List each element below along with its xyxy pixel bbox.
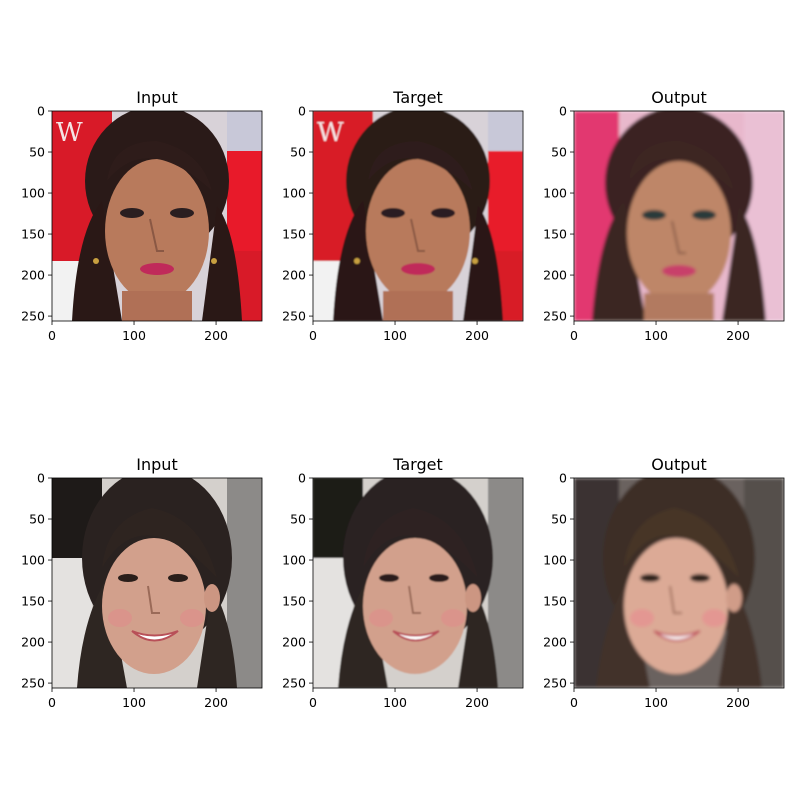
y-tick-label: 200 bbox=[543, 268, 567, 283]
y-tick-label: 250 bbox=[21, 676, 45, 691]
axes-frame bbox=[573, 477, 785, 689]
x-tick-label: 0 bbox=[570, 695, 578, 710]
face-image bbox=[313, 111, 523, 321]
panel-title: Output bbox=[651, 88, 707, 107]
y-tick-label: 200 bbox=[21, 635, 45, 650]
y-tick-label: 100 bbox=[543, 186, 567, 201]
y-tick-label: 150 bbox=[282, 227, 306, 242]
y-tick-label: 200 bbox=[21, 268, 45, 283]
y-tick-label: 0 bbox=[559, 471, 567, 486]
y-tick-label: 150 bbox=[21, 227, 45, 242]
axes-frame bbox=[573, 110, 785, 322]
face-image bbox=[313, 478, 523, 688]
face-image bbox=[52, 111, 262, 321]
y-tick-label: 100 bbox=[543, 553, 567, 568]
face-image bbox=[574, 478, 784, 688]
x-tick-label: 200 bbox=[465, 695, 489, 710]
axes-frame bbox=[312, 477, 524, 689]
panel-title: Input bbox=[136, 455, 177, 474]
y-tick-label: 200 bbox=[282, 635, 306, 650]
x-tick-label: 0 bbox=[48, 328, 56, 343]
y-tick-label: 0 bbox=[37, 104, 45, 119]
x-tick-label: 0 bbox=[309, 695, 317, 710]
x-tick-label: 0 bbox=[48, 695, 56, 710]
x-tick-label: 200 bbox=[204, 695, 228, 710]
x-tick-label: 100 bbox=[383, 695, 407, 710]
panel-title: Input bbox=[136, 88, 177, 107]
y-tick-label: 0 bbox=[298, 104, 306, 119]
y-tick-label: 50 bbox=[29, 512, 45, 527]
face-image bbox=[52, 478, 262, 688]
x-tick-label: 100 bbox=[122, 695, 146, 710]
x-tick-label: 100 bbox=[383, 328, 407, 343]
panel-title: Output bbox=[651, 455, 707, 474]
x-tick-label: 100 bbox=[122, 328, 146, 343]
face-image bbox=[574, 111, 784, 321]
y-tick-label: 50 bbox=[290, 512, 306, 527]
x-tick-label: 100 bbox=[644, 695, 668, 710]
y-tick-label: 100 bbox=[21, 186, 45, 201]
y-tick-label: 250 bbox=[543, 309, 567, 324]
y-tick-label: 250 bbox=[282, 309, 306, 324]
axes-frame bbox=[51, 110, 263, 322]
x-tick-label: 200 bbox=[726, 695, 750, 710]
y-tick-label: 100 bbox=[282, 553, 306, 568]
panel-title: Target bbox=[392, 455, 443, 474]
y-tick-label: 50 bbox=[290, 145, 306, 160]
panel-title: Target bbox=[392, 88, 443, 107]
y-tick-label: 150 bbox=[21, 594, 45, 609]
y-tick-label: 50 bbox=[551, 512, 567, 527]
axes-frame bbox=[312, 110, 524, 322]
y-tick-label: 100 bbox=[21, 553, 45, 568]
y-tick-label: 150 bbox=[543, 594, 567, 609]
y-tick-label: 0 bbox=[298, 471, 306, 486]
y-tick-label: 250 bbox=[543, 676, 567, 691]
y-tick-label: 250 bbox=[21, 309, 45, 324]
y-tick-label: 50 bbox=[29, 145, 45, 160]
x-tick-label: 200 bbox=[204, 328, 228, 343]
y-tick-label: 100 bbox=[282, 186, 306, 201]
y-tick-label: 50 bbox=[551, 145, 567, 160]
y-tick-label: 250 bbox=[282, 676, 306, 691]
x-tick-label: 0 bbox=[570, 328, 578, 343]
y-tick-label: 150 bbox=[282, 594, 306, 609]
y-tick-label: 200 bbox=[543, 635, 567, 650]
y-tick-label: 0 bbox=[559, 104, 567, 119]
y-tick-label: 200 bbox=[282, 268, 306, 283]
x-tick-label: 200 bbox=[726, 328, 750, 343]
y-tick-label: 0 bbox=[37, 471, 45, 486]
x-tick-label: 200 bbox=[465, 328, 489, 343]
x-tick-label: 0 bbox=[309, 328, 317, 343]
axes-frame bbox=[51, 477, 263, 689]
x-tick-label: 100 bbox=[644, 328, 668, 343]
y-tick-label: 150 bbox=[543, 227, 567, 242]
